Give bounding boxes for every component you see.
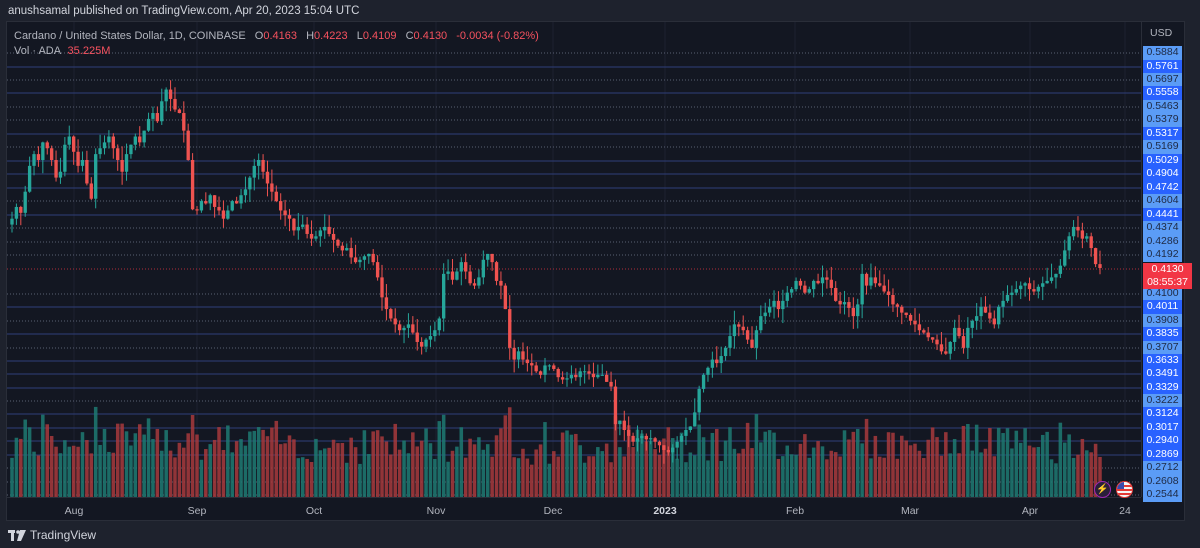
price-level-label: 0.5317 [1143, 127, 1182, 141]
price-level-label: 0.3124 [1143, 407, 1182, 421]
price-level-label: 0.4904 [1143, 167, 1182, 181]
price-level-label: 0.5169 [1143, 140, 1182, 154]
price-level-label: 0.3329 [1143, 381, 1182, 395]
price-level-label: 0.4441 [1143, 208, 1182, 222]
ohlc-row: Cardano / United States Dollar, 1D, COIN… [14, 30, 539, 42]
symbol-title[interactable]: Cardano / United States Dollar, 1D, COIN… [14, 30, 246, 42]
time-axis-label: Aug [64, 505, 84, 517]
price-level-label: 0.5029 [1143, 154, 1182, 168]
time-axis[interactable] [7, 497, 1141, 520]
price-level-label: 0.3017 [1143, 421, 1182, 435]
open-value: 0.4163 [263, 30, 297, 42]
price-level-label: 0.3908 [1143, 314, 1182, 328]
currency-label: USD [1150, 27, 1173, 39]
price-level-label: 0.3633 [1143, 354, 1182, 368]
change-value: -0.0034 (-0.82%) [456, 30, 539, 42]
price-level-label: 0.3222 [1143, 394, 1182, 408]
price-level-label: 0.4011 [1143, 300, 1182, 314]
price-level-label: 0.5379 [1143, 113, 1182, 127]
high-value: 0.4223 [314, 30, 348, 42]
price-level-label: 0.5463 [1143, 100, 1182, 114]
price-level-label: 0.2712 [1143, 461, 1182, 475]
close-value: 0.4130 [413, 30, 448, 42]
price-level-label: 0.5697 [1143, 73, 1182, 87]
time-axis-label: 2023 [653, 505, 677, 517]
price-axis[interactable] [1141, 22, 1184, 497]
candlestick-chart[interactable] [0, 0, 1141, 497]
price-level-label: 0.4742 [1143, 181, 1182, 195]
price-level-label: 0.2869 [1143, 448, 1182, 462]
chart-legend: Cardano / United States Dollar, 1D, COIN… [14, 29, 539, 59]
time-axis-label: Sep [187, 505, 207, 517]
price-level-label: 0.5558 [1143, 86, 1182, 100]
price-level-label: 0.5884 [1143, 46, 1182, 60]
price-level-label: 0.3491 [1143, 367, 1182, 381]
price-level-label: 0.4604 [1143, 194, 1182, 208]
tradingview-logo-icon [8, 529, 26, 541]
time-axis-label: Dec [543, 505, 563, 517]
volume-value: 35.225M [67, 45, 111, 57]
time-axis-label: Nov [426, 505, 446, 517]
low-value: 0.4109 [362, 30, 397, 42]
time-axis-label: Mar [900, 505, 920, 517]
publisher-line: anushsamal published on TradingView.com,… [8, 5, 360, 17]
price-level-label: 0.2608 [1143, 475, 1182, 489]
time-axis-label: Feb [785, 505, 805, 517]
price-level-label: 0.4192 [1143, 248, 1182, 262]
price-level-label: 0.3835 [1143, 327, 1182, 341]
tradingview-logo[interactable]: TradingView [8, 528, 96, 542]
price-level-label: 0.4100 [1143, 287, 1182, 301]
price-level-label: 0.5761 [1143, 60, 1182, 74]
volume-row: Vol · ADA 35.225M [14, 44, 539, 59]
time-axis-label: 24 [1119, 505, 1131, 517]
lightning-icon[interactable]: ⚡ [1094, 481, 1111, 498]
price-level-label: 0.4374 [1143, 221, 1182, 235]
volume-label[interactable]: Vol · ADA [14, 45, 61, 57]
price-level-label: 0.3707 [1143, 341, 1182, 355]
price-level-label: 0.2940 [1143, 434, 1182, 448]
current-price-label: 0.4130 08:55:37 [1143, 263, 1192, 289]
price-level-label: 0.4286 [1143, 235, 1182, 249]
bar-countdown: 08:55:37 [1147, 276, 1188, 288]
time-axis-label: Oct [305, 505, 323, 517]
time-axis-label: Apr [1021, 505, 1039, 517]
price-level-label: 0.2544 [1143, 488, 1182, 502]
us-flag-icon[interactable] [1116, 481, 1133, 498]
